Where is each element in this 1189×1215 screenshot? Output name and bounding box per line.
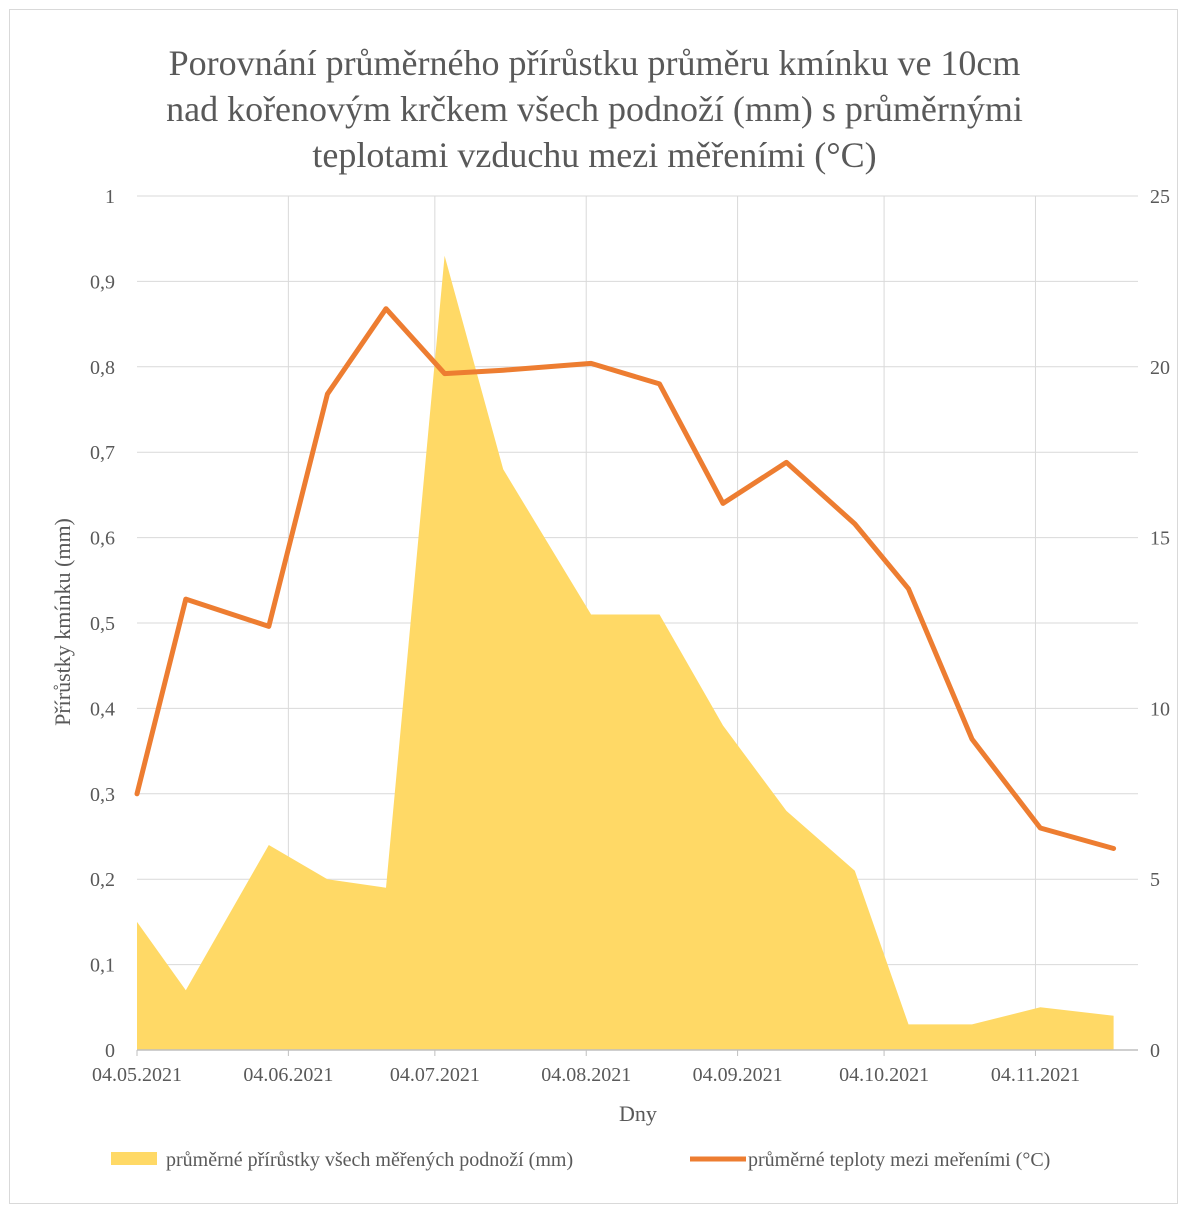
y-right-tick-label: 10 [1150,698,1170,720]
x-tick-label: 04.10.2021 [839,1064,929,1086]
legend: průměrné přírůstky všech měřených podnož… [111,1149,1050,1171]
area-layer [137,255,1114,1051]
chart-title-line-1: Porovnání průměrného přírůstku průměru k… [168,43,1021,83]
y-left-tick-label: 0 [105,1040,115,1062]
y-right-tick-label: 20 [1150,357,1170,379]
x-tick-label: 04.06.2021 [243,1064,333,1086]
y-left-tick-label: 0,7 [90,442,115,464]
y-left-tick-label: 0,5 [90,613,115,635]
x-tick-label: 04.08.2021 [541,1064,631,1086]
y-left-tick-label: 0,6 [90,528,115,550]
y-left-tick-label: 0,8 [90,357,115,379]
legend-label-line: průměrné teploty mezi meřeními (°C) [748,1149,1050,1171]
y-right-tick-label: 25 [1150,186,1170,208]
ticks: 00,10,20,30,40,50,60,70,80,9105101520250… [90,186,1170,1086]
y-axis-title-left: Přírůstky kmínku (mm) [50,518,75,726]
line-layer [134,306,1117,851]
legend-label-area: průměrné přírůstky všech měřených podnož… [166,1149,573,1171]
line-series-temperature [134,306,1117,851]
chart-title: Porovnání průměrného přírůstku průměru k… [0,40,1189,178]
y-right-tick-label: 5 [1150,869,1160,891]
x-tick-label: 04.09.2021 [693,1064,783,1086]
chart-title-line-2: nad kořenovým krčkem všech podnoží (mm) … [166,89,1023,129]
y-right-tick-label: 15 [1150,528,1170,550]
x-tick-label: 04.07.2021 [390,1064,480,1086]
x-tick-label: 04.11.2021 [991,1064,1080,1086]
x-tick-label: 04.05.2021 [92,1064,182,1086]
y-left-tick-label: 0,9 [90,271,115,293]
y-left-tick-label: 0,4 [90,698,115,720]
chart-title-line-3: teplotami vzduchu mezi měřeními (°C) [312,135,877,175]
x-axis-title: Dny [619,1101,657,1126]
y-left-tick-label: 0,1 [90,955,115,977]
axes [136,1049,1138,1056]
y-right-tick-label: 0 [1150,1040,1160,1062]
area-series-growth [137,255,1114,1051]
y-left-tick-label: 1 [105,186,115,208]
y-left-tick-label: 0,3 [90,784,115,806]
legend-swatch-area [111,1152,157,1165]
y-left-tick-label: 0,2 [90,869,115,891]
